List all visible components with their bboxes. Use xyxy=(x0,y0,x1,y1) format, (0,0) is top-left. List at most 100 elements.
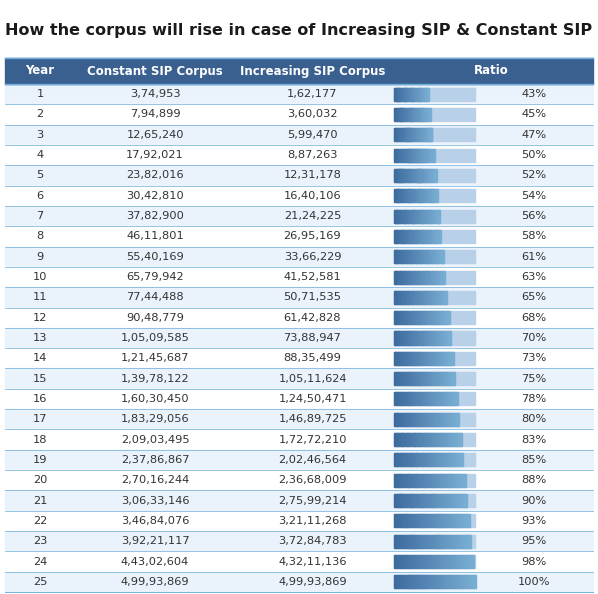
Bar xyxy=(439,230,440,243)
Text: 47%: 47% xyxy=(521,130,547,140)
Bar xyxy=(410,291,411,304)
Bar xyxy=(449,372,451,385)
Bar xyxy=(414,210,416,223)
Bar xyxy=(5,125,593,145)
Bar xyxy=(412,169,413,182)
Bar xyxy=(420,189,422,203)
Text: 4,99,93,869: 4,99,93,869 xyxy=(278,577,347,587)
Bar xyxy=(405,148,407,162)
Bar xyxy=(452,535,454,548)
Bar xyxy=(431,433,433,446)
Bar xyxy=(436,555,438,568)
Bar xyxy=(440,433,441,446)
Bar xyxy=(413,108,414,121)
Bar xyxy=(431,535,433,548)
Text: 2,70,16,244: 2,70,16,244 xyxy=(121,475,189,485)
Bar xyxy=(394,352,475,365)
Bar xyxy=(417,128,418,141)
Bar xyxy=(438,433,440,446)
Bar xyxy=(407,250,408,263)
Bar xyxy=(422,514,425,527)
Bar xyxy=(396,88,398,100)
Bar xyxy=(429,311,430,324)
Bar xyxy=(425,413,427,426)
Bar xyxy=(423,88,424,100)
Bar xyxy=(415,128,416,141)
Bar xyxy=(430,474,432,486)
Bar xyxy=(420,372,422,385)
Bar xyxy=(396,413,398,426)
Bar xyxy=(400,148,401,162)
Bar xyxy=(423,311,425,324)
Bar xyxy=(398,148,399,162)
Bar xyxy=(409,514,411,527)
Bar xyxy=(408,169,409,182)
Bar xyxy=(404,189,405,203)
Bar xyxy=(408,210,409,223)
Bar xyxy=(457,413,459,426)
Bar xyxy=(414,88,415,100)
Bar xyxy=(429,148,430,162)
Bar xyxy=(438,555,440,568)
Bar xyxy=(432,372,434,385)
Bar xyxy=(431,291,432,304)
Bar xyxy=(427,230,429,243)
Bar xyxy=(403,494,405,507)
Bar xyxy=(451,393,453,406)
Bar xyxy=(399,514,402,527)
Bar xyxy=(396,210,398,223)
Bar xyxy=(394,555,475,568)
Bar xyxy=(403,108,404,121)
Bar xyxy=(397,189,399,203)
Bar xyxy=(419,230,420,243)
Bar xyxy=(428,270,429,283)
Bar xyxy=(419,270,420,283)
Bar xyxy=(437,250,439,263)
Bar xyxy=(450,474,451,486)
Bar xyxy=(409,433,411,446)
Bar xyxy=(434,514,436,527)
Bar xyxy=(405,270,407,283)
Bar xyxy=(429,453,431,466)
Bar xyxy=(411,88,413,100)
Bar xyxy=(419,88,420,100)
Bar xyxy=(405,393,407,406)
Bar xyxy=(439,453,441,466)
Bar xyxy=(454,494,456,507)
Bar xyxy=(395,189,396,203)
Bar xyxy=(401,169,402,182)
Bar xyxy=(435,331,437,345)
Bar xyxy=(434,372,435,385)
Bar xyxy=(426,128,428,141)
Text: 4,99,93,869: 4,99,93,869 xyxy=(121,577,190,587)
Bar xyxy=(415,291,417,304)
Bar xyxy=(451,514,453,527)
Bar xyxy=(407,535,410,548)
Bar xyxy=(434,453,436,466)
Bar xyxy=(398,88,399,100)
Bar xyxy=(428,555,430,568)
Text: 5: 5 xyxy=(36,170,44,181)
Bar xyxy=(399,291,401,304)
Bar xyxy=(433,210,434,223)
Bar xyxy=(453,514,454,527)
Bar xyxy=(428,474,430,486)
Bar xyxy=(412,108,413,121)
Bar xyxy=(415,169,416,182)
Bar xyxy=(399,453,401,466)
Bar xyxy=(394,148,475,162)
Bar xyxy=(411,210,413,223)
Bar xyxy=(465,494,468,507)
Bar xyxy=(402,108,404,121)
Bar xyxy=(402,128,403,141)
Bar xyxy=(394,453,475,466)
Bar xyxy=(469,535,471,548)
Bar xyxy=(401,189,402,203)
Bar xyxy=(419,535,422,548)
Bar xyxy=(394,250,475,263)
Bar xyxy=(417,108,418,121)
Bar xyxy=(428,331,430,345)
Bar xyxy=(432,148,433,162)
Bar xyxy=(422,311,423,324)
Bar xyxy=(408,270,410,283)
